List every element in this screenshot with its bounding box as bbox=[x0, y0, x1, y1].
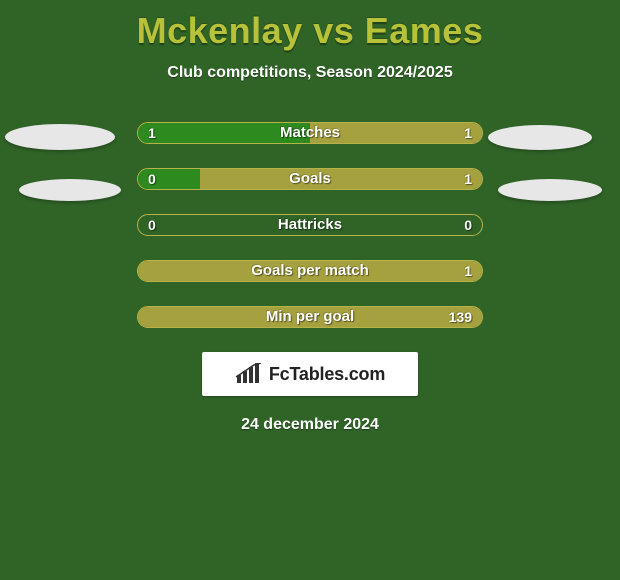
stat-right-value: 0 bbox=[464, 215, 472, 235]
stat-row: 0Goals1 bbox=[137, 168, 483, 190]
chart-icon bbox=[235, 363, 263, 385]
club-badge-placeholder bbox=[5, 124, 115, 150]
stat-label: Min per goal bbox=[138, 307, 482, 327]
page-title: Mckenlay vs Eames bbox=[0, 0, 620, 52]
subtitle: Club competitions, Season 2024/2025 bbox=[0, 64, 620, 82]
club-badge-placeholder bbox=[19, 179, 121, 201]
stat-row: 0Hattricks0 bbox=[137, 214, 483, 236]
club-badge-placeholder bbox=[498, 179, 602, 201]
stat-row: Goals per match1 bbox=[137, 260, 483, 282]
stat-label: Hattricks bbox=[138, 215, 482, 235]
stat-right-value: 1 bbox=[464, 261, 472, 281]
stat-row: 1Matches1 bbox=[137, 122, 483, 144]
stat-right-value: 1 bbox=[464, 123, 472, 143]
stats-table: 1Matches10Goals10Hattricks0Goals per mat… bbox=[137, 122, 483, 328]
fctables-logo: FcTables.com bbox=[202, 352, 418, 396]
snapshot-date: 24 december 2024 bbox=[0, 416, 620, 434]
stat-label: Goals per match bbox=[138, 261, 482, 281]
stat-right-value: 139 bbox=[449, 307, 472, 327]
stat-right-value: 1 bbox=[464, 169, 472, 189]
logo-text: FcTables.com bbox=[269, 364, 385, 385]
club-badge-placeholder bbox=[488, 125, 592, 150]
stat-row: Min per goal139 bbox=[137, 306, 483, 328]
stat-label: Matches bbox=[138, 123, 482, 143]
stat-label: Goals bbox=[138, 169, 482, 189]
